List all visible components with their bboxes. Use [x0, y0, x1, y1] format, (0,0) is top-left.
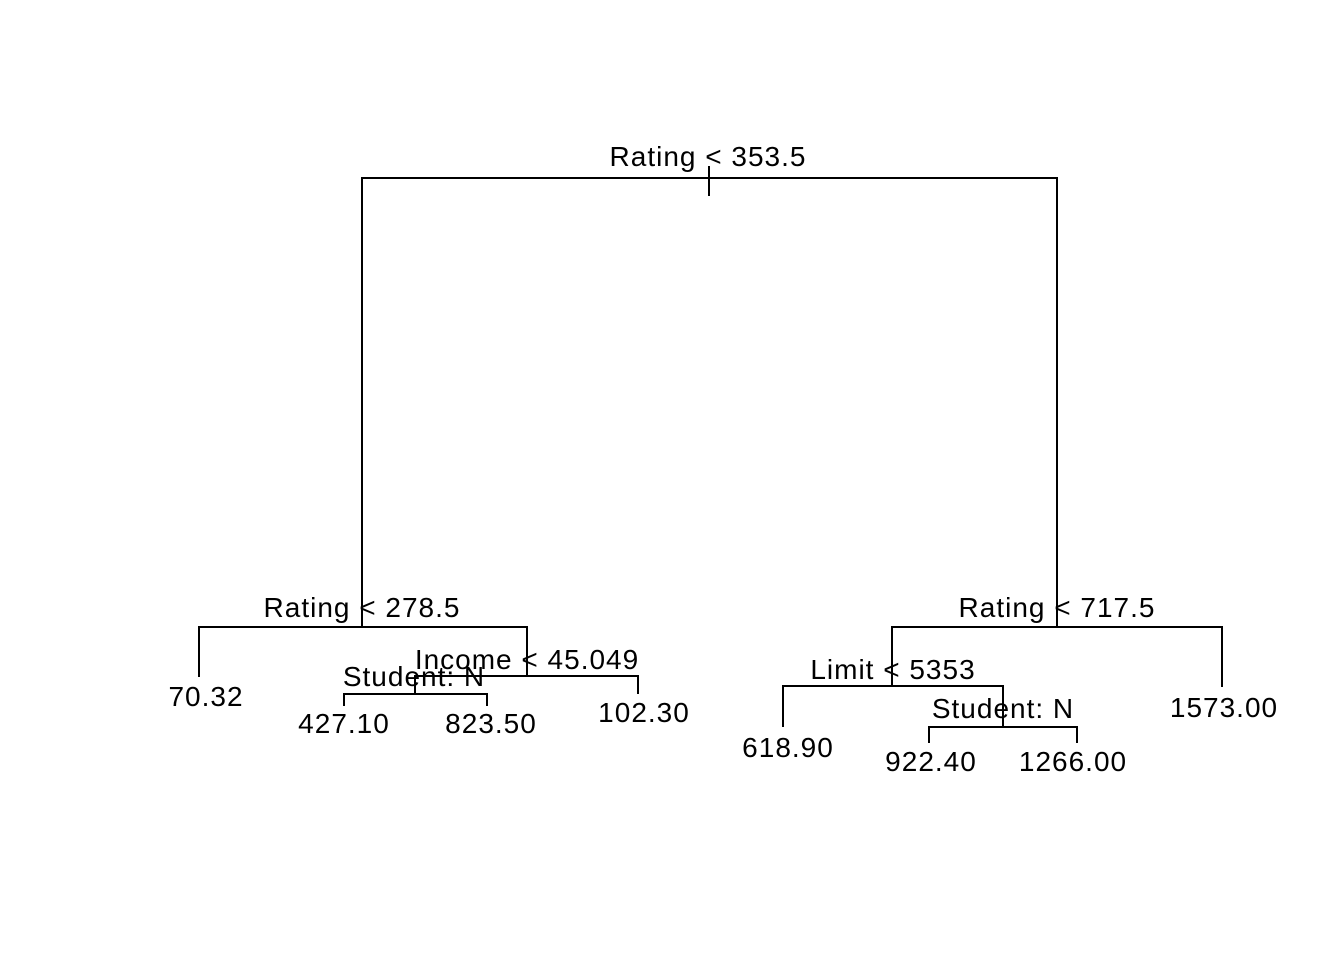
bracket-rating-278-split [198, 626, 528, 677]
bracket-root-split [361, 177, 1058, 627]
bracket-student-right-split [928, 726, 1078, 743]
bracket-limit-split [782, 685, 1004, 727]
node-label-root-split: Rating < 353.5 [610, 141, 807, 172]
node-label-rating-278: Rating < 278.5 [264, 592, 461, 623]
bracket-income-split [414, 675, 639, 694]
node-label-student-right: Student: N [932, 693, 1074, 724]
node-label-student-left: Student: N [343, 661, 485, 692]
leaf-label-427-10: 427.10 [298, 708, 390, 739]
node-label-rating-717: Rating < 717.5 [959, 592, 1156, 623]
leaf-label-922-40: 922.40 [885, 746, 977, 777]
bracket-student-left-split [343, 693, 488, 706]
node-label-limit: Limit < 5353 [810, 654, 975, 685]
leaf-label-618-90: 618.90 [742, 732, 834, 763]
leaf-label-70-32: 70.32 [168, 681, 243, 712]
bracket-rating-717-split [891, 626, 1223, 687]
leaf-label-823-50: 823.50 [445, 708, 537, 739]
leaf-label-102-30: 102.30 [598, 697, 690, 728]
leaf-label-1266-00: 1266.00 [1019, 746, 1127, 777]
leaf-label-1573-00: 1573.00 [1170, 692, 1278, 723]
node-label-income: Income < 45.049 [415, 644, 639, 675]
